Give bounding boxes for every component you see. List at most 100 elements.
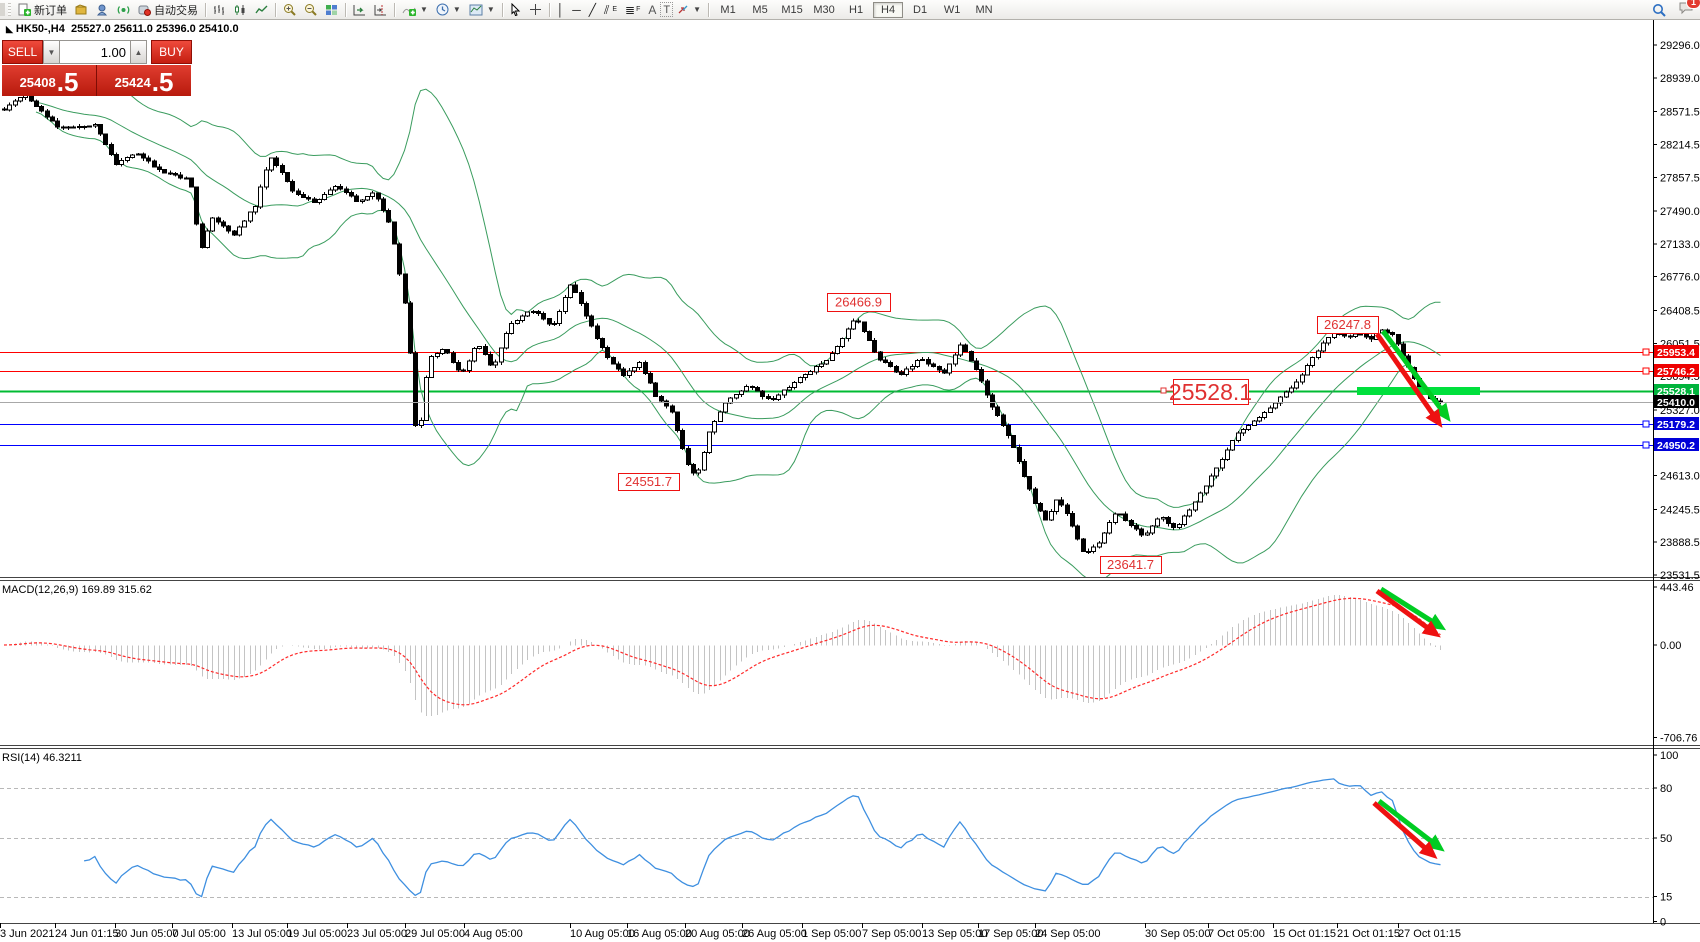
candle-body	[1268, 407, 1273, 413]
cursor-tool-icon[interactable]	[506, 1, 525, 18]
line-chart-mode-icon[interactable]	[251, 1, 272, 18]
candle-body	[344, 188, 349, 194]
candle-body	[1129, 520, 1134, 526]
candle-body	[258, 186, 263, 208]
candle-body	[1155, 518, 1160, 527]
data-window-icon[interactable]	[92, 1, 113, 18]
templates-button[interactable]: ▼	[465, 1, 499, 18]
toolbar-right-group: 1	[1648, 0, 1700, 18]
zoom-out-icon[interactable]	[300, 1, 321, 18]
candle-body	[168, 172, 173, 175]
candle-body	[621, 368, 626, 376]
callout-box[interactable]	[618, 473, 680, 491]
sell-quote-tile[interactable]: 25408 .5	[2, 65, 97, 96]
price-tick-label: 28214.5	[1660, 139, 1700, 151]
candle-body	[605, 347, 610, 359]
time-tick-label: 16 Aug 05:00	[627, 928, 692, 940]
tile-windows-icon[interactable]	[321, 1, 342, 18]
price-callout-labels[interactable]: 26466.9 26247.8 25528.1 24551.7 23641.7	[618, 293, 1379, 574]
candle-body	[1390, 332, 1395, 336]
vertical-line-tool-icon[interactable]: │	[556, 2, 565, 17]
timeframe-button-m15[interactable]: M15	[781, 3, 803, 16]
candle-body	[1171, 523, 1176, 528]
toolbar-grip[interactable]	[8, 3, 11, 16]
zoom-in-icon[interactable]	[279, 1, 300, 18]
text-label-tool-icon[interactable]: T	[660, 2, 674, 17]
line-handle[interactable]	[1642, 441, 1650, 449]
timeframe-button-m5[interactable]: M5	[752, 3, 768, 16]
red-trend-arrow[interactable]	[1374, 332, 1443, 428]
indicators-button[interactable]: ▼	[398, 1, 432, 18]
callout-box[interactable]	[1317, 316, 1379, 334]
timeframe-button-w1[interactable]: W1	[943, 3, 961, 16]
volume-input[interactable]	[60, 40, 130, 64]
line-handle[interactable]	[1642, 367, 1650, 375]
timeframe-button-h4[interactable]: H4	[873, 1, 904, 18]
sell-button[interactable]: SELL	[2, 40, 43, 64]
candle-body	[1086, 550, 1091, 553]
candle-body	[771, 398, 776, 401]
timeframe-button-mn[interactable]: MN	[975, 3, 993, 16]
periods-button[interactable]: ▼	[432, 1, 465, 18]
candle-body	[627, 370, 632, 376]
buy-price-main: 25424	[114, 75, 151, 90]
red-trend-arrow[interactable]	[1375, 588, 1441, 638]
candle-body	[98, 124, 103, 135]
fibonacci-tool-icon[interactable]: ≣ F	[625, 2, 641, 17]
candle-body	[1038, 502, 1043, 512]
callout-box[interactable]	[1100, 556, 1162, 574]
timeframe-button-h1[interactable]: H1	[849, 3, 864, 16]
timeframe-button-d1[interactable]: D1	[913, 3, 928, 16]
callout-box[interactable]	[1173, 379, 1249, 405]
callout-box[interactable]	[827, 293, 891, 312]
time-tick-label: 24 Jun 01:15	[55, 928, 119, 940]
candle-body	[894, 365, 899, 373]
auto-scroll-icon[interactable]	[349, 1, 370, 18]
rsi-line	[83, 778, 1441, 898]
volume-decrease-button[interactable]: ▼	[43, 40, 60, 64]
buy-quote-tile[interactable]: 25424 .5	[97, 65, 191, 96]
candle-body	[184, 177, 189, 180]
timeframe-button-m1[interactable]: M1	[720, 3, 736, 16]
channel-tool-icon[interactable]: ⫽ E	[604, 2, 618, 17]
line-handle[interactable]	[1642, 420, 1650, 428]
search-icon[interactable]	[1648, 1, 1670, 18]
green-trend-arrow[interactable]	[1380, 329, 1451, 422]
candle-body	[814, 366, 819, 373]
candle-body	[7, 104, 12, 111]
candle-body	[696, 469, 701, 474]
candlestick-mode-icon[interactable]	[230, 1, 251, 18]
rsi-tick-label: 15	[1660, 892, 1672, 904]
volume-increase-button[interactable]: ▲	[130, 40, 147, 64]
horizontal-line-tool-icon[interactable]: ─	[572, 2, 581, 17]
price-tick-label: 23531.5	[1660, 570, 1700, 582]
candle-body	[563, 297, 568, 313]
bar-chart-mode-icon[interactable]	[209, 1, 230, 18]
timeframe-button-m30[interactable]: M30	[813, 3, 835, 16]
green-trend-arrow[interactable]	[1377, 799, 1445, 852]
chart-shift-icon[interactable]	[370, 1, 391, 18]
trend-arrows[interactable]	[1372, 329, 1451, 859]
candle-body	[766, 396, 771, 400]
trendline-tool-icon[interactable]: ╱	[588, 2, 597, 17]
buy-button[interactable]: BUY	[151, 40, 192, 64]
shapes-tool-button[interactable]: ▼	[673, 1, 705, 18]
red-trend-arrow[interactable]	[1372, 801, 1438, 859]
signals-icon[interactable]	[113, 1, 134, 18]
candle-body	[18, 97, 23, 102]
green-trend-arrow[interactable]	[1379, 586, 1447, 631]
market-watch-icon[interactable]	[71, 1, 92, 18]
candle-body	[557, 311, 562, 324]
new-order-button[interactable]: 新订单	[14, 1, 71, 18]
horizontal-level-lines[interactable]	[0, 351, 1653, 447]
line-handle[interactable]	[1642, 348, 1650, 356]
panel-frames	[0, 19, 1700, 924]
notifications-button[interactable]: 1	[1678, 0, 1700, 18]
text-tool-icon[interactable]: A	[648, 2, 657, 17]
crosshair-tool-icon[interactable]	[525, 1, 546, 18]
candle-body	[157, 166, 162, 171]
auto-trading-button[interactable]: 自动交易	[134, 1, 202, 18]
candle-body	[840, 338, 845, 347]
candle-body	[808, 371, 813, 375]
